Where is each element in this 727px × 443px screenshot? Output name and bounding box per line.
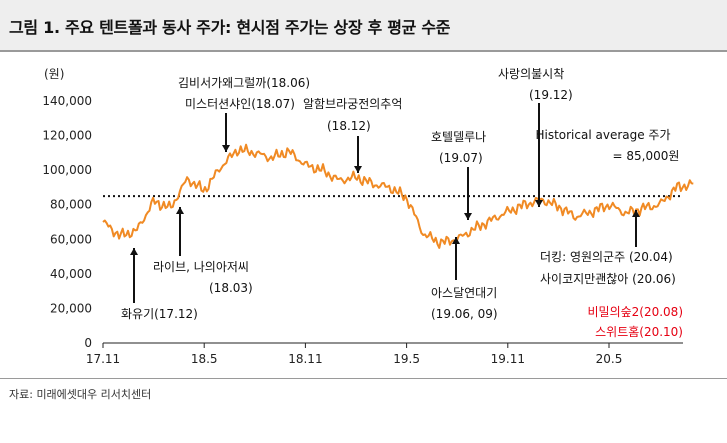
figure-title: 그림 1. 주요 텐트폴과 동사 주가: 현시점 주가는 상장 후 평균 수준 [9, 18, 451, 37]
annotation-mister-sunshine: 미스터션샤인(18.07) [185, 97, 295, 111]
avg-label: Historical average 주가 [535, 128, 670, 142]
annotation-arrows [130, 103, 640, 303]
figure-title-bar: 그림 1. 주요 텐트폴과 동사 주가: 현시점 주가는 상장 후 평균 수준 [0, 0, 727, 52]
annotation-crash-landing-date: (19.12) [529, 88, 573, 102]
annotation-arrowhead [130, 248, 138, 255]
annotation-arthdal-date: (19.06, 09) [431, 307, 498, 321]
annotation-live-date: (18.03) [209, 281, 253, 295]
annotation-the-king: 더킹: 영원의군주 (20.04) [540, 250, 673, 264]
x-tick-label: 20.5 [596, 352, 623, 366]
y-axis-unit: (원) [44, 67, 64, 81]
stock-price-chart: (원) 0 20,000 40,000 60,000 80,000 100,000 120,… [42, 67, 694, 366]
x-tick-label: 19.5 [393, 352, 420, 366]
annotation-arrowhead [464, 213, 472, 220]
y-tick-label: 120,000 [42, 129, 92, 143]
y-tick-label: 60,000 [50, 232, 92, 246]
annotation-arrowhead [176, 207, 184, 214]
avg-value-label: = 85,000원 [613, 149, 680, 163]
annotation-kimbiseo: 김비서가왜그럴까(18.06) [178, 76, 310, 90]
x-axis-ticks: 17.11 18.5 18.11 19.5 19.11 20.5 [86, 343, 623, 366]
y-tick-label: 40,000 [50, 267, 92, 281]
annotation-arrowhead [222, 145, 230, 152]
annotation-arrowhead [452, 237, 460, 244]
annotation-hotel-delluna-date: (19.07) [439, 151, 483, 165]
annotation-alhambra-date: (18.12) [327, 119, 371, 133]
x-tick-label: 19.11 [491, 352, 525, 366]
y-axis-ticks: 0 20,000 40,000 60,000 80,000 100,000 120,000 1… [42, 94, 92, 350]
y-tick-label: 80,000 [50, 198, 92, 212]
annotation-arthdal-label: 아스달연대기 [431, 286, 497, 300]
y-tick-label: 140,000 [42, 94, 92, 108]
source-divider [0, 378, 727, 379]
annotation-hwayugi: 화유기(17.12) [121, 307, 198, 321]
annotation-arrowhead [535, 200, 543, 207]
y-tick-label: 20,000 [50, 301, 92, 315]
y-tick-label: 0 [84, 336, 92, 350]
annotation-stranger2: 비밀의숲2(20.08) [587, 305, 683, 319]
annotation-arrowhead [632, 210, 640, 217]
stock-price-line [102, 143, 694, 249]
annotation-alhambra-label: 알함브라궁전의추억 [303, 97, 402, 111]
x-tick-label: 18.11 [288, 352, 322, 366]
source-note: 자료: 미래에셋대우 리서치센터 [9, 388, 152, 401]
annotation-crash-landing-label: 사랑의불시착 [498, 67, 564, 81]
annotation-hotel-delluna-label: 호텔델루나 [431, 130, 486, 144]
annotation-arrowhead [354, 166, 362, 173]
annotation-psycho: 사이코지만괜찮아 (20.06) [540, 272, 676, 286]
annotation-live-label: 라이브, 나의아저씨 [153, 260, 249, 274]
x-tick-label: 17.11 [86, 352, 120, 366]
annotation-sweet-home: 스위트홈(20.10) [595, 325, 683, 339]
y-tick-label: 100,000 [42, 163, 92, 177]
x-tick-label: 18.5 [191, 352, 218, 366]
